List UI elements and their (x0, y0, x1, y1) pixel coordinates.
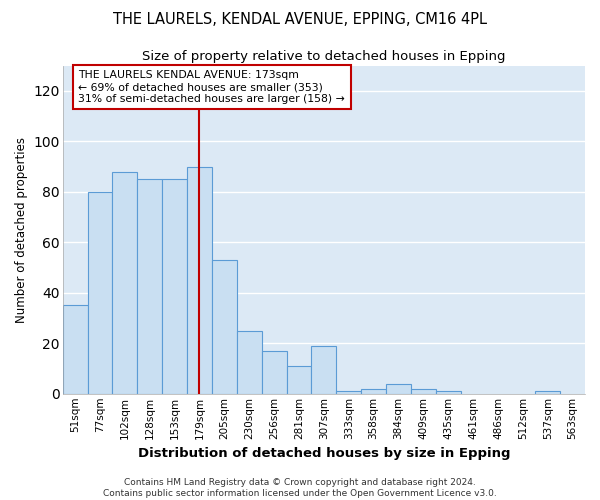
Bar (212, 260, 237, 394)
Bar (187, 166, 212, 394)
Bar (311, 346, 336, 394)
Title: Size of property relative to detached houses in Epping: Size of property relative to detached ho… (142, 50, 506, 63)
Bar (361, 388, 386, 394)
Bar (137, 179, 162, 394)
Bar (287, 366, 311, 394)
Bar (88, 192, 112, 394)
Y-axis label: Number of detached properties: Number of detached properties (15, 136, 28, 322)
Bar (411, 388, 436, 394)
Text: Contains HM Land Registry data © Crown copyright and database right 2024.
Contai: Contains HM Land Registry data © Crown c… (103, 478, 497, 498)
Bar (386, 384, 411, 394)
Bar (237, 330, 262, 394)
Bar (535, 391, 560, 394)
Bar (262, 351, 287, 394)
Bar (162, 179, 187, 394)
Bar (336, 391, 361, 394)
Text: THE LAURELS KENDAL AVENUE: 173sqm
← 69% of detached houses are smaller (353)
31%: THE LAURELS KENDAL AVENUE: 173sqm ← 69% … (79, 70, 345, 104)
Bar (63, 306, 88, 394)
Bar (112, 172, 137, 394)
Bar (436, 391, 461, 394)
Text: THE LAURELS, KENDAL AVENUE, EPPING, CM16 4PL: THE LAURELS, KENDAL AVENUE, EPPING, CM16… (113, 12, 487, 28)
X-axis label: Distribution of detached houses by size in Epping: Distribution of detached houses by size … (137, 447, 510, 460)
